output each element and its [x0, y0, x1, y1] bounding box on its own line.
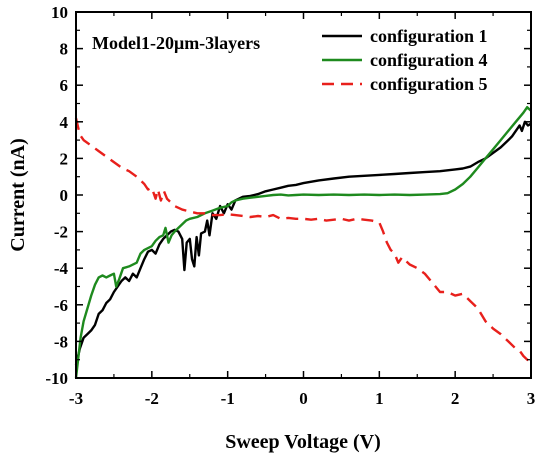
legend: configuration 1 configuration 4 configurat… — [322, 26, 488, 94]
legend-label-1: configuration 1 — [370, 26, 488, 46]
x-tick-label: -1 — [221, 389, 235, 408]
x-axis-title: Sweep Voltage (V) — [225, 431, 381, 453]
y-axis-title: Current (nA) — [7, 138, 29, 252]
y-tick-label: -2 — [54, 223, 68, 242]
series-layer — [74, 106, 532, 379]
y-tick-label: 10 — [51, 3, 68, 22]
y-tick-label: -10 — [45, 369, 68, 388]
y-tick-label: 4 — [60, 113, 69, 132]
y-tick-label: -8 — [54, 332, 68, 351]
chart-annotation: Model1-20μm-3layers — [92, 33, 260, 53]
series-line-1 — [74, 120, 532, 366]
x-tick-label: 2 — [451, 389, 460, 408]
y-tick-label: -4 — [54, 259, 69, 278]
series-line-2 — [74, 106, 532, 379]
x-tick-label: 1 — [375, 389, 384, 408]
y-tick-label: 0 — [60, 186, 69, 205]
y-tick-label: 2 — [60, 149, 69, 168]
x-tick-label: 0 — [299, 389, 308, 408]
legend-label-3: configuration 5 — [370, 74, 488, 94]
y-tick-label: 6 — [60, 76, 69, 95]
y-tick-label: -6 — [54, 296, 68, 315]
series-line-3 — [74, 117, 532, 363]
x-tick-label: 3 — [527, 389, 536, 408]
y-tick-label: 8 — [60, 40, 69, 59]
x-tick-label: -2 — [145, 389, 159, 408]
legend-label-2: configuration 4 — [370, 50, 488, 70]
x-tick-label: -3 — [69, 389, 83, 408]
